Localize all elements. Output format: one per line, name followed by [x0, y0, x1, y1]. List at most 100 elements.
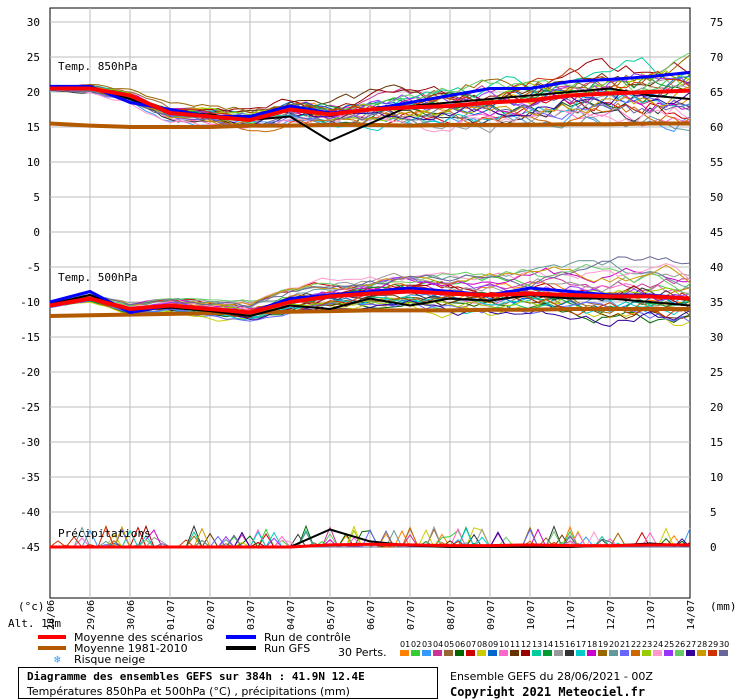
left-tick-label: 30: [27, 16, 40, 29]
pert-id-label: 09: [488, 640, 498, 649]
pert-swatch: [697, 650, 706, 656]
left-tick-label: 25: [27, 51, 40, 64]
left-tick-label: 0: [33, 226, 40, 239]
main-series: [49, 70, 691, 549]
legend-mean: Moyenne des scénarios: [74, 631, 203, 644]
date-label: 08/07: [446, 600, 457, 630]
pert-swatch: [675, 650, 684, 656]
left-tick-label: -30: [20, 436, 40, 449]
series-precip-0: [50, 542, 690, 549]
right-tick-label: 10: [710, 471, 723, 484]
x-axis: 28/06 29/06 30/06 01/07 02/07 03/07 04/07 05/07…: [46, 600, 697, 630]
pert-swatch: [532, 650, 541, 656]
pert-id-label: 11: [510, 640, 520, 649]
left-unit: (°c): [18, 600, 45, 613]
date-label: 12/07: [606, 600, 617, 630]
right-tick-label: 5: [710, 506, 717, 519]
pert-id-label: 07: [466, 640, 476, 649]
left-tick-label: -35: [20, 471, 40, 484]
right-tick-label: 50: [710, 191, 723, 204]
date-label: 04/07: [286, 600, 297, 630]
precip-label: Précipitations: [58, 527, 151, 540]
pert-id-label: 30: [719, 640, 729, 649]
series-t500-1: [49, 307, 690, 318]
left-tick-label: -5: [27, 261, 40, 274]
pert-id-label: 02: [411, 640, 421, 649]
left-tick-label: 5: [33, 191, 40, 204]
date-label: 09/07: [486, 600, 497, 630]
date-label: 01/07: [166, 600, 177, 630]
legend-climo: Moyenne 1981-2010: [74, 642, 188, 655]
pert-swatch: [422, 650, 431, 656]
right-tick-label: 70: [710, 51, 723, 64]
pert-swatch: [642, 650, 651, 656]
date-label: 03/07: [246, 600, 257, 630]
footer-box: Diagramme des ensembles GEFS sur 384h : …: [18, 667, 438, 699]
right-unit: (mm): [710, 600, 737, 613]
date-label: 28/06: [46, 600, 57, 630]
pert-swatch: [543, 650, 552, 656]
right-tick-label: 25: [710, 366, 723, 379]
pert-swatch: [587, 650, 596, 656]
pert-id-label: 12: [521, 640, 531, 649]
pert-swatch: [433, 650, 442, 656]
left-tick-label: 10: [27, 156, 40, 169]
pert-swatch: [631, 650, 640, 656]
pert-id-label: 13: [532, 640, 542, 649]
pert-id-label: 29: [708, 640, 718, 649]
pert-id-label: 03: [422, 640, 432, 649]
left-tick-label: -25: [20, 401, 40, 414]
pert-id-label: 24: [653, 640, 663, 649]
t500-label: Temp. 500hPa: [58, 271, 137, 284]
pert-swatch: [411, 650, 420, 656]
pert-swatch: [620, 650, 629, 656]
right-tick-label: 30: [710, 331, 723, 344]
date-label: 02/07: [206, 600, 217, 630]
t850-label: Temp. 850hPa: [58, 60, 137, 73]
pert-swatch: [466, 650, 475, 656]
pert-swatch: [664, 650, 673, 656]
pert-id-label: 06: [455, 640, 465, 649]
pert-id-label: 04: [433, 640, 443, 649]
date-label: 11/07: [566, 600, 577, 630]
right-tick-label: 15: [710, 436, 723, 449]
right-tick-label: 0: [710, 541, 717, 554]
left-tick-label: -15: [20, 331, 40, 344]
pert-id-label: 16: [565, 640, 575, 649]
right-tick-label: 20: [710, 401, 723, 414]
pert-swatch: [653, 650, 662, 656]
pert-line-t850: [50, 89, 691, 133]
pert-id-label: 10: [499, 640, 509, 649]
pert-line-t850: [49, 86, 691, 125]
pert-swatch: [686, 650, 695, 656]
pert-id-label: 28: [697, 640, 707, 649]
date-label: 07/07: [406, 600, 417, 630]
footer-title: Diagramme des ensembles GEFS sur 384h : …: [27, 670, 365, 683]
pert-id-label: 23: [642, 640, 652, 649]
left-tick-label: -45: [20, 541, 40, 554]
right-tick-label: 60: [710, 121, 723, 134]
date-label: 05/07: [326, 600, 337, 630]
altitude-label: Alt. 13m: [8, 617, 61, 630]
legend-gfs: Run GFS: [264, 642, 310, 655]
pert-swatch: [477, 650, 486, 656]
pert-swatch: [598, 650, 607, 656]
pert-id-label: 14: [543, 640, 553, 649]
pert-swatch: [400, 650, 409, 656]
right-tick-label: 65: [710, 86, 723, 99]
pert-swatch: [576, 650, 585, 656]
pert-legend: 01 02 03 04 05 06 07 08 09 10 11 12 13 14 15 16 17 18 19 20…: [400, 640, 729, 656]
series-t850-1: [49, 121, 690, 129]
pert-id-label: 22: [631, 640, 641, 649]
left-tick-label: -40: [20, 506, 40, 519]
pert-swatch: [708, 650, 717, 656]
pert-id-label: 18: [587, 640, 597, 649]
run-info: Ensemble GEFS du 28/06/2021 - 00Z: [450, 670, 653, 683]
pert-swatch: [565, 650, 574, 656]
left-tick-label: -10: [20, 296, 40, 309]
pert-id-label: 05: [444, 640, 454, 649]
pert-id-label: 01: [400, 640, 410, 649]
date-label: 13/07: [646, 600, 657, 630]
snow-icon: ❄: [54, 653, 61, 666]
